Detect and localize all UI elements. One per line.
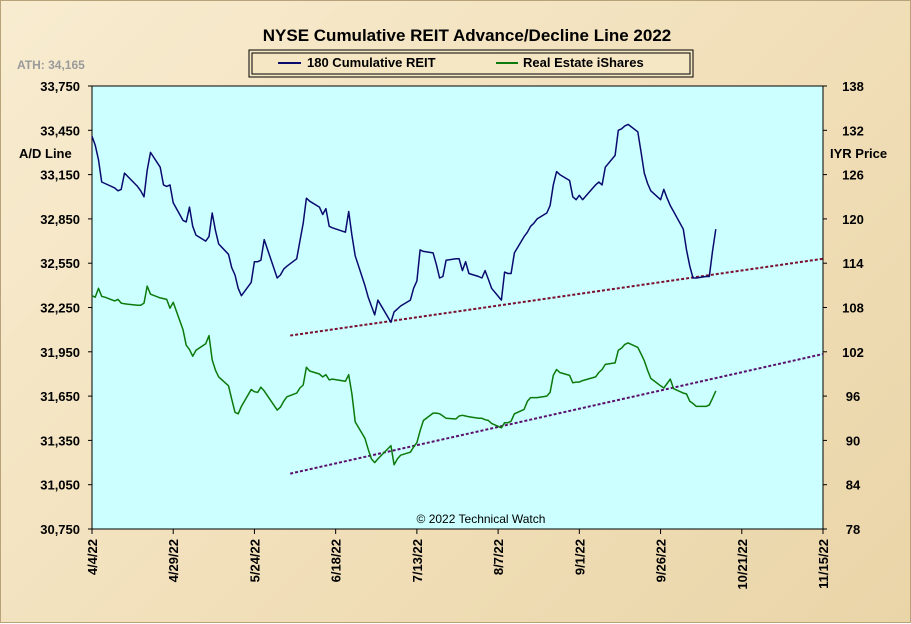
left-tick-label: 33,150 xyxy=(40,168,80,183)
right-axis-ticks: 138 132 126 120 114 108 102 96 90 84 78 xyxy=(823,79,864,537)
legend-inner-border xyxy=(251,52,691,75)
x-tick-label: 5/24/22 xyxy=(247,539,262,582)
left-tick-label: 31,950 xyxy=(40,345,80,360)
series-line-iyr xyxy=(91,285,717,466)
left-tick-label: 30,750 xyxy=(40,522,80,537)
legend-box xyxy=(248,49,694,78)
x-tick-label: 9/26/22 xyxy=(654,539,669,582)
series-lines xyxy=(91,123,717,466)
left-tick-label: 31,650 xyxy=(40,389,80,404)
copyright-label: © 2022 Technical Watch xyxy=(417,512,546,526)
left-axis-label: A/D Line xyxy=(19,146,72,161)
legend-label-iyr: Real Estate iShares xyxy=(523,55,644,70)
x-tick-label: 4/29/22 xyxy=(166,539,181,582)
right-tick-label: 126 xyxy=(842,168,864,183)
left-tick-label: 33,450 xyxy=(40,123,80,138)
right-tick-label: 102 xyxy=(842,345,864,360)
right-tick-label: 120 xyxy=(842,212,864,227)
plot-area xyxy=(91,85,824,530)
right-tick-label: 138 xyxy=(842,79,864,94)
left-tick-label: 31,350 xyxy=(40,433,80,448)
left-tick-label: 33,750 xyxy=(40,79,80,94)
x-tick-label: 9/1/22 xyxy=(572,539,587,575)
right-tick-label: 90 xyxy=(846,433,860,448)
x-tick-label: 4/4/22 xyxy=(85,539,100,575)
left-tick-label: 32,250 xyxy=(40,301,80,316)
x-tick-label: 11/15/22 xyxy=(816,539,831,589)
left-tick-label: 32,550 xyxy=(40,256,80,271)
right-tick-label: 114 xyxy=(843,256,865,271)
x-axis-ticks: 4/4/22 4/29/22 5/24/22 6/18/22 7/13/22 8/7/22… xyxy=(85,529,831,590)
right-tick-label: 132 xyxy=(842,123,864,138)
right-axis-label: IYR Price xyxy=(830,146,887,161)
chart-title: NYSE Cumulative REIT Advance/Decline Lin… xyxy=(263,26,671,45)
x-tick-label: 7/13/22 xyxy=(410,539,425,582)
trendline-iyr xyxy=(289,353,824,475)
x-tick-label: 6/18/22 xyxy=(329,539,344,582)
left-axis-ticks: 33,750 33,450 33,150 32,850 32,550 32,250 31,9… xyxy=(40,79,92,537)
x-tick-label: 8/7/22 xyxy=(491,539,506,575)
right-tick-label: 78 xyxy=(846,522,860,537)
left-tick-label: 31,050 xyxy=(40,478,80,493)
trendlines xyxy=(289,257,824,475)
legend: 180 Cumulative REIT Real Estate iShares xyxy=(248,49,694,78)
right-tick-label: 84 xyxy=(846,478,861,493)
ath-label: ATH: 34,165 xyxy=(17,58,85,72)
right-tick-label: 108 xyxy=(842,301,864,316)
legend-label-reit: 180 Cumulative REIT xyxy=(307,55,436,70)
series-line-reit xyxy=(91,123,717,324)
left-tick-label: 32,850 xyxy=(40,212,80,227)
x-tick-label: 10/21/22 xyxy=(735,539,750,590)
right-tick-label: 96 xyxy=(846,389,860,404)
